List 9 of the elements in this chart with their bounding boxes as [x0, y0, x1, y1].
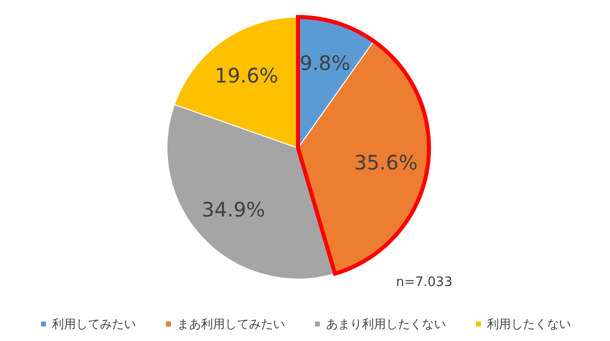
legend-label: あまり利用したくない	[326, 317, 446, 331]
data-label: 9.8%	[300, 51, 350, 76]
legend-label: まあ利用してみたい	[177, 317, 285, 331]
legend-label: 利用してみたい	[52, 317, 136, 331]
data-label: 19.6%	[214, 63, 278, 88]
legend-label: 利用したくない	[487, 317, 571, 331]
data-label: 35.6%	[354, 150, 418, 175]
text: n=7.033	[396, 275, 452, 290]
data-label: 34.9%	[202, 197, 266, 222]
